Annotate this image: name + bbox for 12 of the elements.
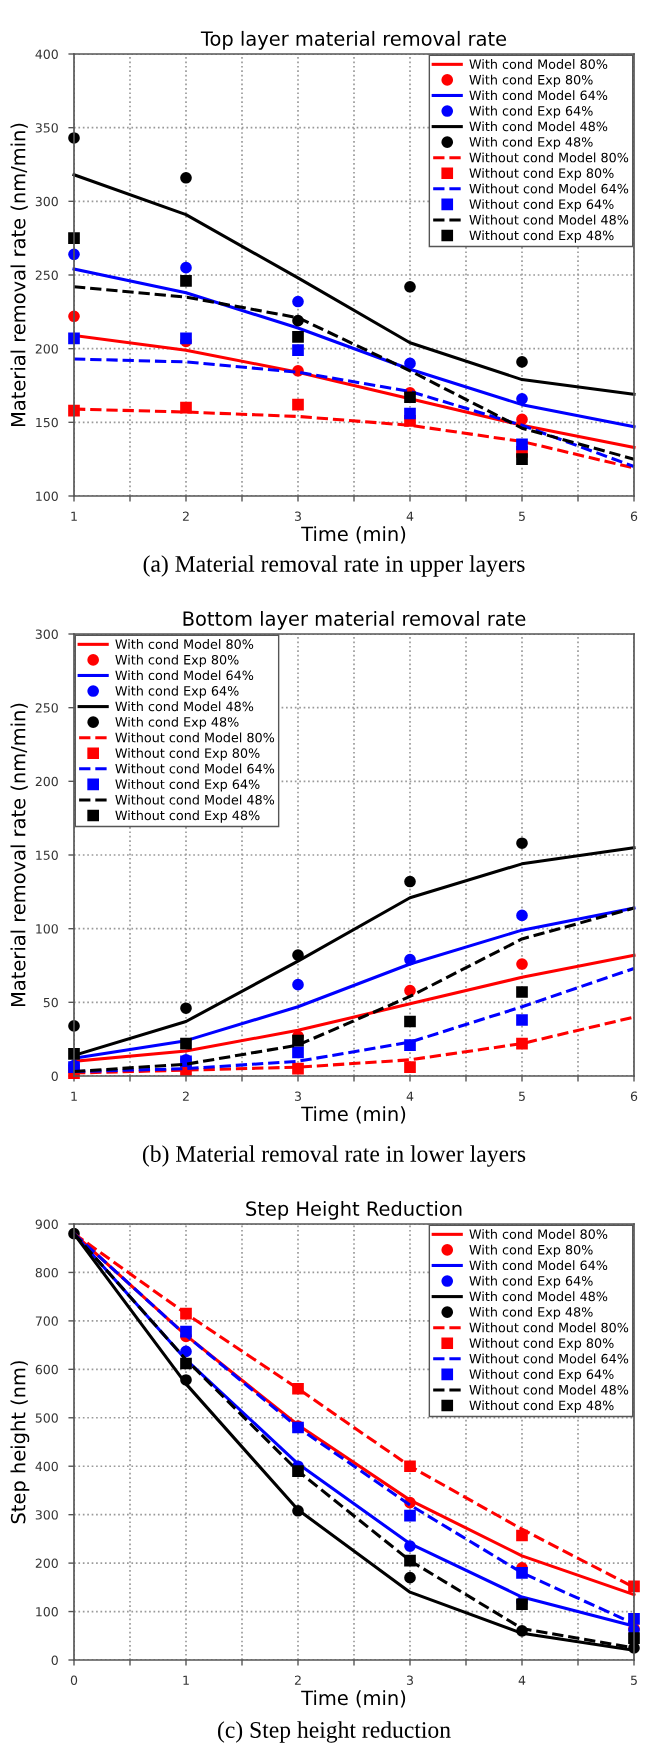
x-axis-title: Time (min) (301, 526, 406, 544)
chart-title: Bottom layer material removal rate (183, 610, 526, 630)
text: (c) Step height reduction (218, 1721, 451, 1743)
y-axis-title: Step height (nm) (10, 1361, 30, 1524)
chart-title: Top layer material removal rate (200, 30, 507, 50)
chart-title: Step Height Reduction (246, 1200, 462, 1220)
text: (b) Material removal rate in lower layers (142, 1145, 526, 1167)
y-axis-title: Material removal rate (nm/min) (10, 703, 28, 1007)
x-axis-title: Time (min) (301, 1106, 406, 1124)
text: (a) Material removal rate in upper layers (143, 555, 525, 577)
y-axis-title: Material removal rate (nm/min) (10, 123, 28, 427)
x-axis-title: Time (min) (301, 1690, 406, 1708)
